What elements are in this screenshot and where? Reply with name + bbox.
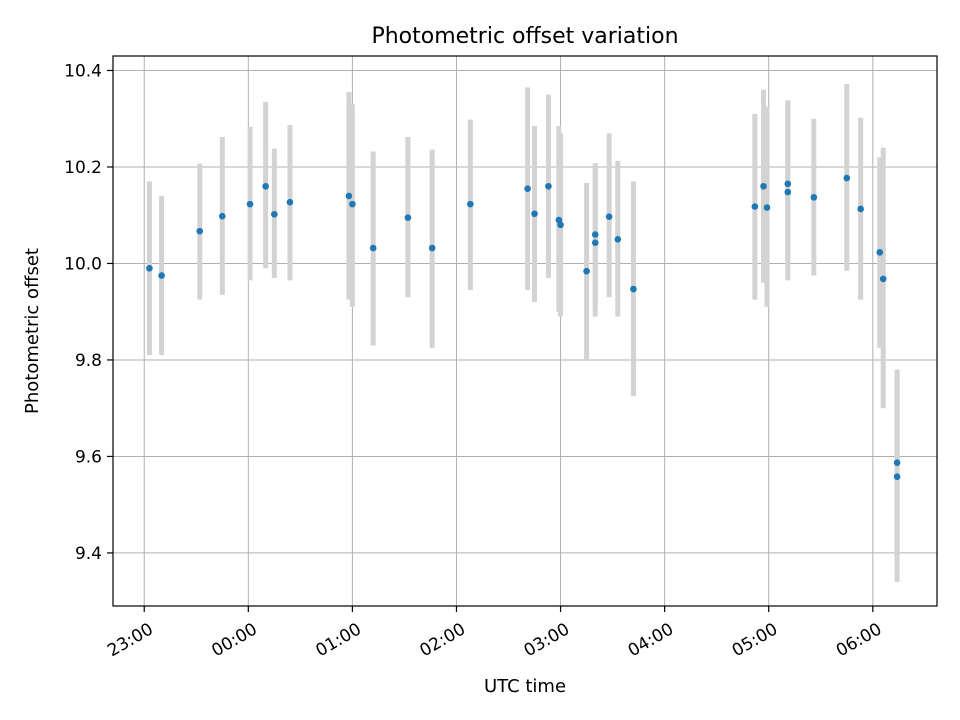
data-point <box>630 285 637 293</box>
data-point <box>531 210 538 218</box>
data-point <box>763 204 771 211</box>
y-tick-label: 10.4 <box>64 61 102 81</box>
plot-frame <box>112 55 938 607</box>
marker-layer <box>146 174 901 481</box>
chart-title: Photometric offset variation <box>371 24 678 49</box>
y-axis-label: Photometric offset <box>22 248 43 414</box>
data-point <box>614 236 622 243</box>
y-tick-label: 10.2 <box>64 158 102 178</box>
data-point <box>158 272 165 279</box>
data-point <box>467 200 474 208</box>
y-tick-label: 10.0 <box>64 254 102 274</box>
data-point <box>784 180 792 188</box>
data-point <box>810 194 818 201</box>
data-point <box>843 174 851 182</box>
data-point <box>557 221 564 229</box>
data-point <box>784 188 792 196</box>
data-point <box>591 239 599 247</box>
y-tick-label: 9.4 <box>75 544 102 564</box>
data-point <box>196 227 204 235</box>
data-point <box>349 200 356 208</box>
y-tick-label: 9.8 <box>75 351 102 371</box>
y-tick-label: 9.6 <box>75 447 102 467</box>
x-axis-label: UTC time <box>484 676 566 697</box>
data-point <box>545 182 552 190</box>
data-point <box>876 249 884 256</box>
data-point <box>760 182 767 190</box>
data-point <box>751 203 759 210</box>
data-point <box>893 473 901 481</box>
data-point <box>857 205 864 213</box>
data-point <box>286 198 294 206</box>
data-point <box>591 231 599 238</box>
data-point <box>404 214 412 221</box>
data-point <box>146 264 153 272</box>
data-point <box>218 212 226 220</box>
data-point <box>428 244 436 252</box>
data-point <box>605 213 613 220</box>
data-point <box>271 210 278 218</box>
data-point <box>246 200 254 208</box>
data-point <box>583 267 590 275</box>
data-point <box>369 244 377 252</box>
data-point <box>524 185 531 192</box>
data-point <box>345 192 353 200</box>
data-point <box>893 459 901 467</box>
data-point <box>879 275 887 283</box>
data-point <box>262 182 269 190</box>
